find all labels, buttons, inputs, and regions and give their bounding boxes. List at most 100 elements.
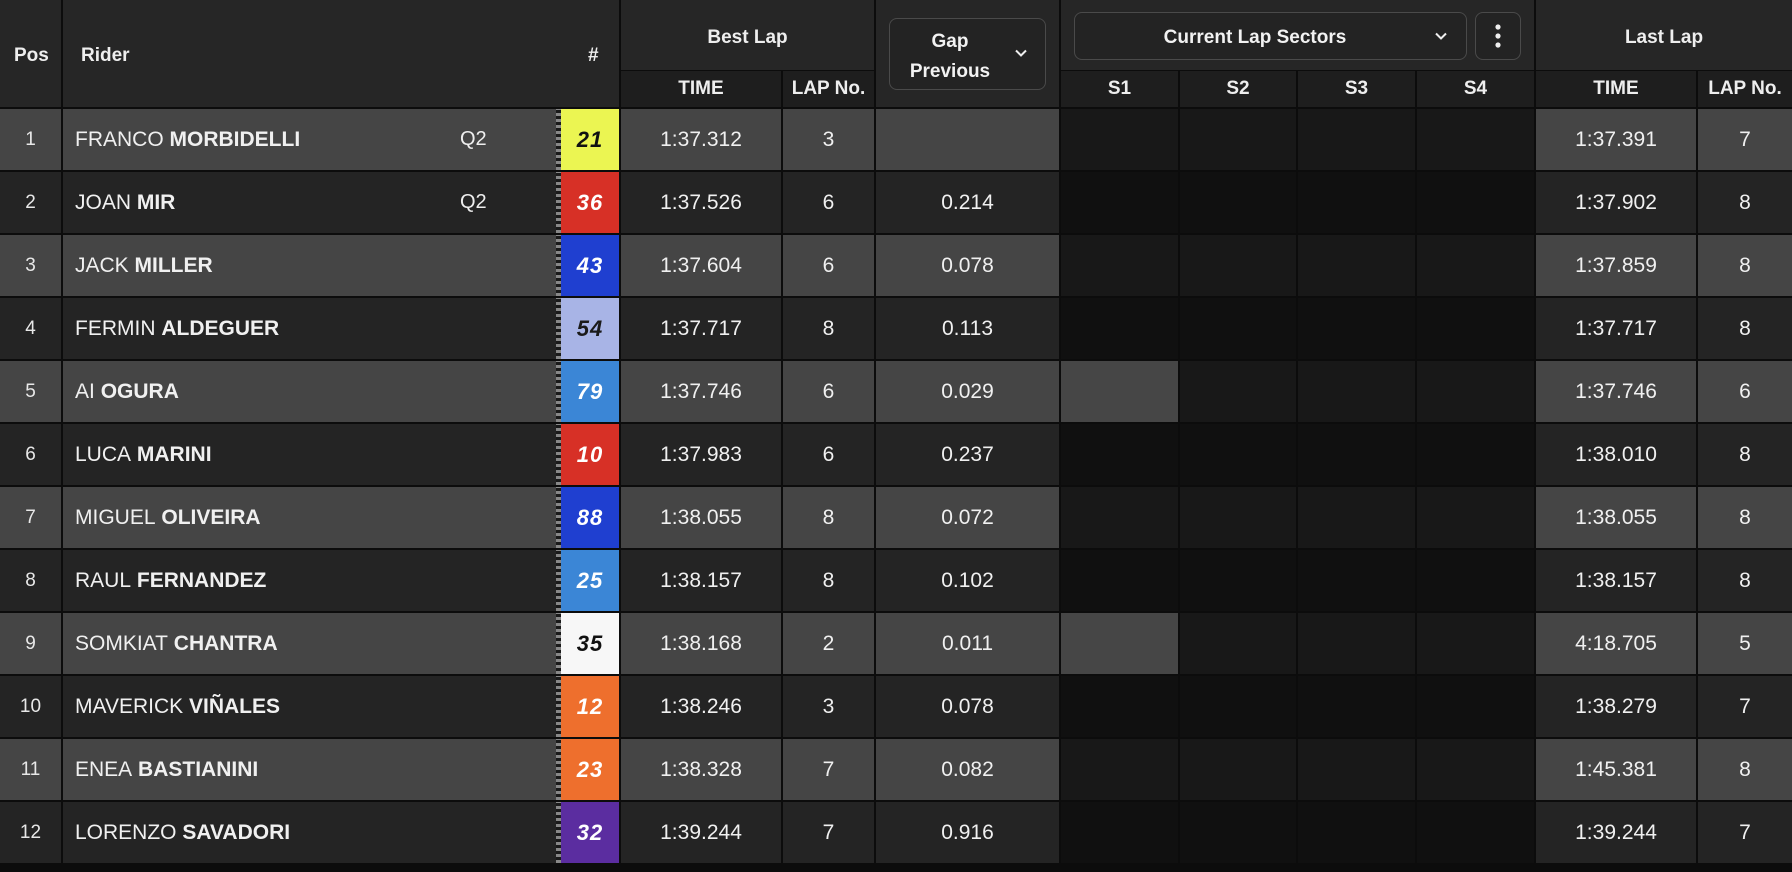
rider-row[interactable]: 8 RAUL FERNANDEZ 25 1:38.157 8 0.102 1:3… [0, 550, 1792, 611]
checkered-stripe [556, 424, 561, 485]
rider-row[interactable]: 5 AI OGURA 79 1:37.746 6 0.029 1:37.746 … [0, 361, 1792, 422]
sector-4 [1417, 109, 1534, 170]
sector-3 [1298, 361, 1415, 422]
sector-2 [1180, 802, 1296, 863]
sector-3 [1298, 109, 1415, 170]
sector-3 [1298, 676, 1415, 737]
best-lap-number: 6 [783, 361, 874, 422]
rider-first-name: MIGUEL [75, 505, 156, 529]
gap-previous: 0.082 [876, 739, 1059, 800]
rider-name: JACK MILLER [63, 235, 557, 296]
checkered-stripe [556, 802, 561, 863]
checkered-stripe [556, 361, 561, 422]
rider-name: MIGUEL OLIVEIRA [63, 487, 557, 548]
last-lap-time: 1:38.279 [1536, 676, 1696, 737]
best-lap-time: 1:37.526 [621, 172, 781, 233]
last-lap-number: 8 [1698, 487, 1792, 548]
sector-3 [1298, 424, 1415, 485]
rider-first-name: JACK [75, 253, 129, 277]
sector-2 [1180, 676, 1296, 737]
last-lap-number: 8 [1698, 550, 1792, 611]
rider-row[interactable]: 9 SOMKIAT CHANTRA 35 1:38.168 2 0.011 4:… [0, 613, 1792, 674]
gap-label-line2: Previous [909, 61, 991, 82]
last-lap-number: 6 [1698, 361, 1792, 422]
sector-2 [1180, 298, 1296, 359]
rider-row[interactable]: 10 MAVERICK VIÑALES 12 1:38.246 3 0.078 … [0, 676, 1792, 737]
rider-row[interactable]: 2 JOAN MIR Q2 36 1:37.526 6 0.214 1:37.9… [0, 172, 1792, 233]
sector-2 [1180, 109, 1296, 170]
best-lap-time: 1:37.746 [621, 361, 781, 422]
sector-1 [1061, 361, 1178, 422]
rider-name: MAVERICK VIÑALES [63, 676, 557, 737]
rider-last-name: MIR [136, 190, 176, 214]
best-lap-time: 1:37.717 [621, 298, 781, 359]
best-lap-time: 1:37.604 [621, 235, 781, 296]
position: 4 [0, 298, 61, 359]
sector-4 [1417, 676, 1534, 737]
rider-first-name: RAUL [75, 568, 132, 592]
best-lap-number: 6 [783, 172, 874, 233]
rider-last-name: MILLER [134, 253, 213, 277]
rider-number: 32 [561, 802, 619, 863]
last-lap-time: 1:37.902 [1536, 172, 1696, 233]
sector-1 [1061, 424, 1178, 485]
sector-3 [1298, 172, 1415, 233]
rider-number: 21 [561, 109, 619, 170]
rider-number: 43 [561, 235, 619, 296]
rider-header: Rider [81, 45, 130, 66]
s2-header: S2 [1180, 71, 1296, 107]
position: 6 [0, 424, 61, 485]
best-lap-number: 7 [783, 802, 874, 863]
rider-row[interactable]: 11 ENEA BASTIANINI 23 1:38.328 7 0.082 1… [0, 739, 1792, 800]
checkered-stripe [556, 487, 561, 548]
best-lap-number: 8 [783, 487, 874, 548]
sector-2 [1180, 235, 1296, 296]
rider-header-cell: Rider # [63, 0, 619, 107]
sector-1 [1061, 676, 1178, 737]
s3-header: S3 [1298, 71, 1415, 107]
sector-1 [1061, 739, 1178, 800]
rider-row[interactable]: 4 FERMIN ALDEGUER 54 1:37.717 8 0.113 1:… [0, 298, 1792, 359]
gap-previous [876, 109, 1059, 170]
best-lap-time: 1:38.328 [621, 739, 781, 800]
sector-3 [1298, 487, 1415, 548]
last-lap-time: 1:38.157 [1536, 550, 1696, 611]
best-lap-number: 8 [783, 550, 874, 611]
sector-4 [1417, 550, 1534, 611]
sectors-header-cell: Current Lap Sectors [1061, 0, 1534, 70]
last-lap-time: 1:37.746 [1536, 361, 1696, 422]
rider-row[interactable]: 7 MIGUEL OLIVEIRA 88 1:38.055 8 0.072 1:… [0, 487, 1792, 548]
sector-1 [1061, 235, 1178, 296]
last-lap-number: 7 [1698, 802, 1792, 863]
last-lap-number: 7 [1698, 109, 1792, 170]
sector-4 [1417, 802, 1534, 863]
rider-first-name: LORENZO [75, 820, 177, 844]
rider-name: FERMIN ALDEGUER [63, 298, 557, 359]
gap-previous: 0.214 [876, 172, 1059, 233]
sector-4 [1417, 424, 1534, 485]
rider-name: LORENZO SAVADORI [63, 802, 557, 863]
last-lap-time: 1:37.717 [1536, 298, 1696, 359]
rider-number: 36 [561, 172, 619, 233]
rider-row[interactable]: 1 FRANCO MORBIDELLI Q2 21 1:37.312 3 1:3… [0, 109, 1792, 170]
gap-label-line1: Gap [931, 31, 969, 52]
rider-last-name: BASTIANINI [138, 757, 259, 781]
more-options-button[interactable] [1475, 12, 1521, 60]
position: 8 [0, 550, 61, 611]
best-lap-time: 1:38.246 [621, 676, 781, 737]
checkered-stripe [556, 739, 561, 800]
rider-name: ENEA BASTIANINI [63, 739, 557, 800]
best-lap-number: 2 [783, 613, 874, 674]
gap-previous-dropdown[interactable]: Gap Previous [889, 18, 1046, 90]
sectors-dropdown[interactable]: Current Lap Sectors [1074, 12, 1467, 60]
rider-row[interactable]: 6 LUCA MARINI 10 1:37.983 6 0.237 1:38.0… [0, 424, 1792, 485]
gap-header-cell: Gap Previous [876, 0, 1059, 107]
rider-row[interactable]: 3 JACK MILLER 43 1:37.604 6 0.078 1:37.8… [0, 235, 1792, 296]
position: 5 [0, 361, 61, 422]
rider-row[interactable]: 12 LORENZO SAVADORI 32 1:39.244 7 0.916 … [0, 802, 1792, 863]
sector-1 [1061, 298, 1178, 359]
sector-1 [1061, 487, 1178, 548]
sector-1 [1061, 172, 1178, 233]
position: 7 [0, 487, 61, 548]
rider-name: JOAN MIR [63, 172, 557, 233]
